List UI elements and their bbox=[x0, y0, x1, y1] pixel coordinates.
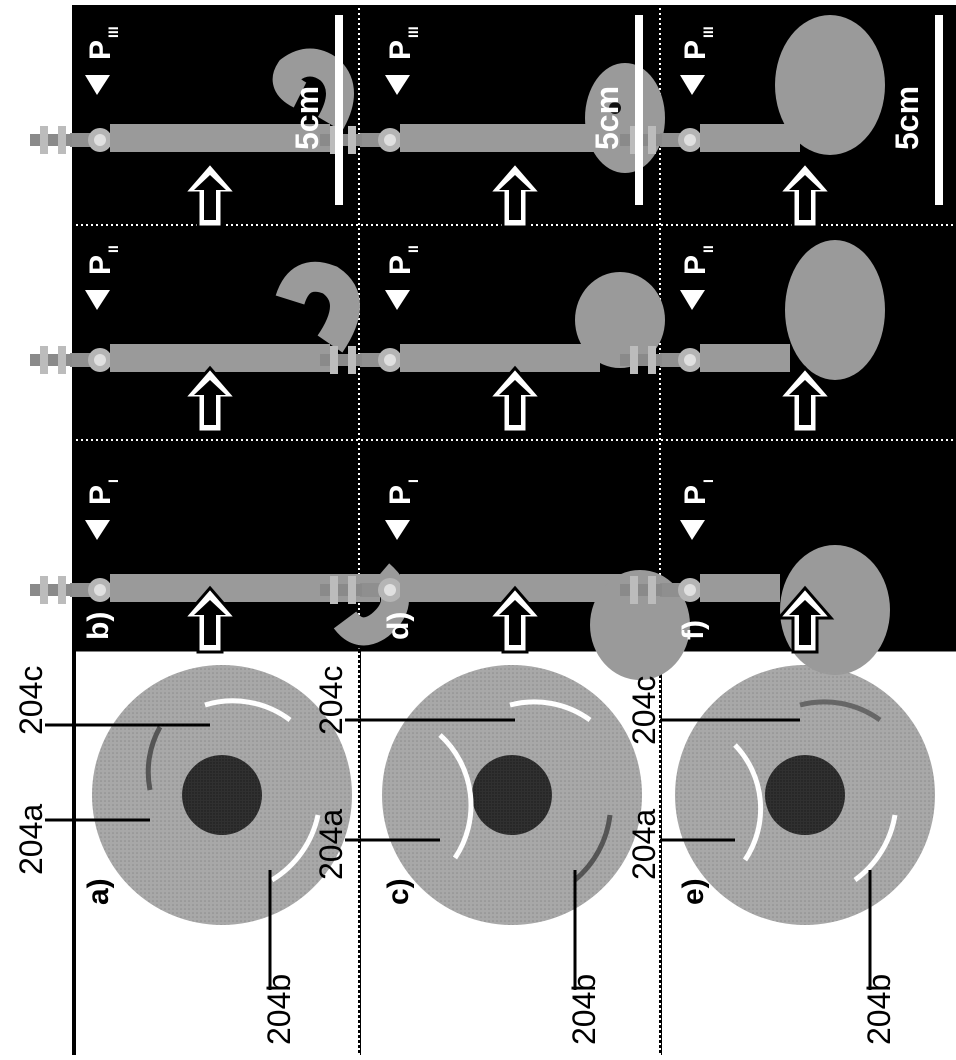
segment-204b bbox=[573, 814, 613, 882]
panel-label-f: f) bbox=[677, 620, 710, 640]
pressure-label-1: P bbox=[84, 485, 117, 505]
ring-row-2 bbox=[382, 665, 642, 925]
pressure-label-2: P bbox=[84, 255, 117, 275]
ring-row-3 bbox=[675, 665, 935, 925]
ring-row-1 bbox=[92, 665, 352, 925]
segment-204c bbox=[204, 698, 292, 723]
pressure-label-3: P bbox=[84, 40, 117, 60]
actuator-row-1 bbox=[30, 15, 885, 173]
pressure-label-3-sub: III bbox=[105, 26, 121, 38]
svg-text:II: II bbox=[700, 245, 716, 253]
segment-204a bbox=[145, 725, 163, 791]
scale-bar-label-2: 5cm bbox=[589, 86, 625, 150]
panel-label-d: d) bbox=[382, 612, 415, 640]
segment-204a bbox=[438, 733, 474, 860]
segment-204b bbox=[270, 814, 321, 883]
label-204c-row2: 204c bbox=[313, 666, 349, 735]
pressure-labels: P I P II P III P I P II P III P I P II bbox=[84, 26, 716, 505]
svg-text:III: III bbox=[405, 26, 421, 38]
panel-label-a: a) bbox=[82, 878, 115, 905]
svg-text:P: P bbox=[679, 40, 712, 60]
segment-204a bbox=[733, 743, 764, 862]
label-204a-row1: 204a bbox=[13, 804, 49, 875]
label-204a-row3: 204a bbox=[626, 809, 662, 880]
panel-label-c: c) bbox=[382, 878, 415, 905]
svg-text:III: III bbox=[700, 26, 716, 38]
svg-text:P: P bbox=[679, 485, 712, 505]
svg-text:P: P bbox=[384, 255, 417, 275]
label-204c-row3: 204c bbox=[626, 676, 662, 745]
scale-bar-label-1: 5cm bbox=[289, 86, 325, 150]
svg-text:P: P bbox=[384, 485, 417, 505]
label-204b-row3: 204b bbox=[861, 974, 897, 1045]
label-204b-row2: 204b bbox=[566, 974, 602, 1045]
label-204c-row1: 204c bbox=[13, 666, 49, 735]
leader-lines bbox=[45, 718, 872, 990]
pressure-label-2-sub: II bbox=[105, 245, 121, 253]
segment-204b bbox=[853, 814, 898, 883]
svg-text:P: P bbox=[384, 40, 417, 60]
svg-text:II: II bbox=[405, 245, 421, 253]
scale-bar-label-3: 5cm bbox=[889, 86, 925, 150]
ring-labels: 204a 204c 204b 204a 204c 204b 204a 204c … bbox=[13, 666, 897, 1045]
panel-labels: a) b) c) d) e) f) bbox=[82, 612, 710, 905]
pressure-label-1-sub: I bbox=[105, 479, 121, 483]
svg-text:I: I bbox=[405, 479, 421, 483]
actuator-row-2 bbox=[30, 240, 885, 380]
segment-204c bbox=[509, 699, 592, 723]
label-204a-row2: 204a bbox=[313, 809, 349, 880]
panel-label-b: b) bbox=[82, 612, 115, 640]
svg-text:P: P bbox=[679, 255, 712, 275]
panel-label-e: e) bbox=[677, 878, 710, 905]
scale-bars: 5cm 5cm 5cm bbox=[289, 15, 943, 205]
segment-204c bbox=[799, 699, 882, 723]
label-204b-row1: 204b bbox=[261, 974, 297, 1045]
svg-text:I: I bbox=[700, 479, 716, 483]
